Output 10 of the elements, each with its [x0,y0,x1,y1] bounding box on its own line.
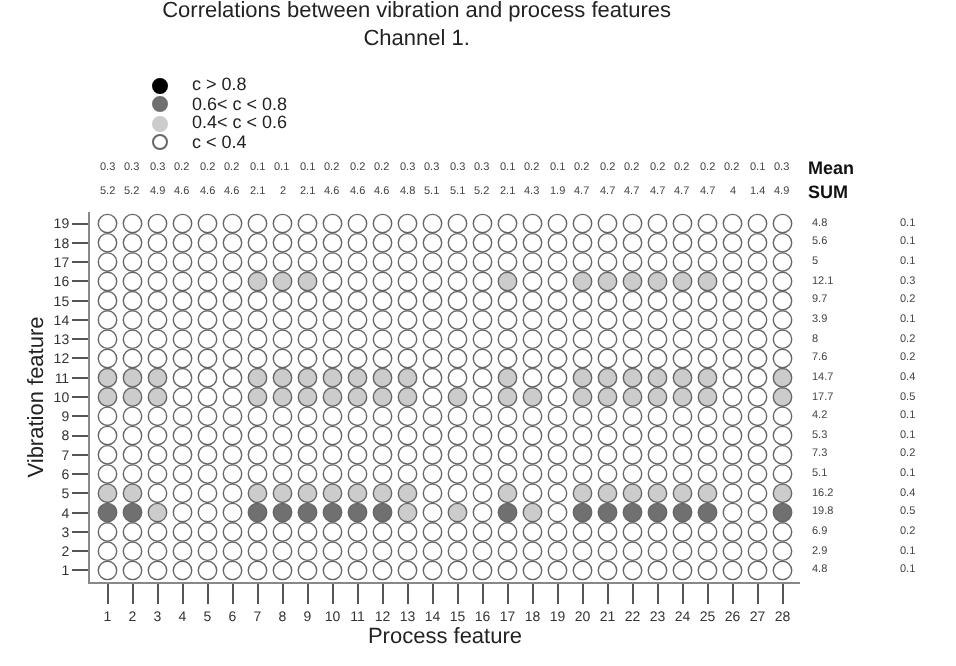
x-axis-title: Process feature [367,625,523,650]
text: Mean [808,158,855,178]
legend-label: c > 0.8 [192,74,247,95]
legend-label: 0.4< c < 0.6 [192,112,288,133]
legend-label: 0.6< c < 0.8 [192,93,288,114]
text: SUM [808,182,848,202]
y-axis-title: Vibration feature [24,316,49,478]
chart-subtitle: Channel 1. [363,27,470,52]
chart-title: Correlations between vibration and process features [162,0,672,23]
legend-label: c < 0.4 [192,131,247,152]
